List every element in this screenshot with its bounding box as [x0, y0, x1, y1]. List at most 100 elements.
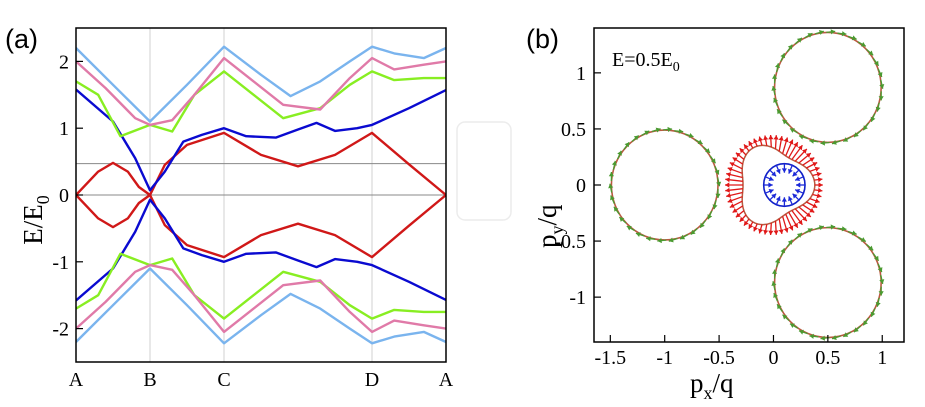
band-pink-upper	[76, 56, 446, 127]
middle-trefoil-arrow-15	[763, 135, 769, 146]
panel-b-xlabel-tail: /q	[713, 368, 735, 398]
middle-trefoil-arrow-10	[785, 139, 794, 157]
outer-lobe-bottom-arrow-13	[773, 292, 779, 302]
outer-lobe-left-arrow-17	[617, 150, 622, 160]
outer-lobe-top-arrow-6	[831, 139, 841, 145]
outer-lobe-top-arrow-24	[847, 35, 857, 41]
inner-loop-arrow-5	[775, 196, 781, 205]
outer-lobe-left-arrow-2	[707, 210, 713, 220]
panel-b-x-tick-label-5: 1	[877, 347, 887, 369]
outer-lobe-bottom-arrow-23	[837, 226, 847, 232]
outer-lobe-left-arrow-20	[641, 130, 650, 136]
outer-lobe-bottom-arrow-11	[782, 314, 790, 322]
outer-lobe-top-arrow-5	[842, 136, 852, 143]
outer-lobe-left-arrow-9	[635, 232, 645, 237]
inner-loop-arrow-12	[781, 163, 787, 173]
band-lightblue-lower	[76, 267, 446, 345]
panel-b-xlabel-main: p	[690, 368, 704, 398]
outer-lobe-top-arrow-21	[815, 30, 824, 35]
middle-trefoil-arrow-39	[763, 224, 769, 235]
outer-lobe-bottom-arrow-12	[776, 303, 783, 312]
band-green-upper	[76, 70, 446, 138]
outer-lobe-bottom-arrow-1	[875, 297, 881, 307]
panel-a-y-tick-label-4: 2	[59, 51, 69, 73]
middle-trefoil-arrow-45	[788, 211, 799, 229]
outer-lobe-top-arrow-12	[776, 108, 783, 117]
outer-lobe-bottom-arrow-21	[814, 225, 825, 231]
outer-lobe-bottom-arrow-14	[771, 281, 777, 291]
panel-b-label: (b)	[526, 24, 559, 54]
middle-trefoil-arrow-53	[814, 187, 823, 193]
middle-trefoil-arrow-2	[812, 171, 822, 177]
panel-b-x-tick-label-2: -0.5	[703, 347, 735, 369]
outer-lobe-top-arrow-1	[875, 102, 881, 112]
middle-trefoil-arrow-50	[806, 201, 818, 209]
middle-trefoil-arrow-23	[729, 162, 743, 170]
panel-b-ylabel-tail: /q	[532, 204, 562, 226]
outer-lobe-left-arrow-7	[657, 238, 667, 244]
middle-trefoil-arrow-7	[794, 148, 808, 162]
inner-loop-arrow-14	[792, 169, 800, 177]
panel-a-y-ticks: -2 -1 0 1 2	[52, 51, 83, 341]
panel-b-x-tick-label-0: -1.5	[594, 347, 626, 369]
outer-lobe-left-arrow-21	[651, 127, 661, 133]
panel-b-contours	[608, 29, 885, 341]
outer-lobe-top-arrow-4	[853, 130, 862, 138]
panel-b-y-ticks: -1 -0.5 0 0.5 1	[554, 63, 601, 309]
outer-lobe-bottom-arrow-29	[879, 274, 885, 285]
outer-lobe-left-contour	[610, 129, 719, 241]
outer-lobe-top-arrow-18	[786, 44, 793, 53]
middle-trefoil-arrow-49	[802, 204, 815, 213]
outer-lobe-bottom-arrow-27	[872, 253, 880, 262]
outer-lobe-left-arrow-22	[663, 126, 673, 132]
middle-trefoil-arrow-29	[726, 191, 743, 198]
middle-trefoil-arrow-12	[778, 135, 784, 152]
panel-a-x-tick-label-3: D	[365, 369, 379, 391]
outer-lobe-left-arrow-6	[668, 237, 678, 243]
band-red-upper	[76, 131, 446, 197]
band-green-lower	[76, 252, 446, 320]
outer-lobe-left-arrow-28	[714, 166, 720, 175]
middle-trefoil-arrow-19	[743, 144, 750, 152]
panel-b-y-tick-label-4: 1	[576, 63, 586, 85]
outer-lobe-bottom-arrow-2	[870, 308, 876, 318]
outer-lobe-left-arrow-4	[690, 228, 698, 235]
middle-trefoil-arrow-6	[798, 152, 812, 164]
outer-lobe-bottom-arrow-19	[794, 232, 803, 240]
panel-a-ylabel-sub: 0	[33, 195, 53, 204]
middle-trefoil-arrow-48	[798, 206, 812, 218]
outer-lobe-top-arrow-23	[837, 31, 847, 37]
outer-lobe-top-arrow-20	[804, 32, 813, 39]
band-pink-lower	[76, 263, 446, 334]
panel-b-x-tick-label-4: 0.5	[815, 347, 840, 369]
outer-lobe-top-arrow-11	[782, 119, 790, 127]
middle-trefoil-arrow-31	[729, 200, 743, 208]
middle-trefoil-arrow-30	[727, 196, 743, 203]
outer-lobe-top-arrow-27	[872, 58, 880, 67]
middle-trefoil-arrow-8	[791, 144, 803, 160]
outer-lobe-bottom-arrow-3	[862, 317, 870, 326]
inner-loop-arrow-2	[792, 193, 800, 201]
outer-lobe-top-arrow-0	[878, 91, 884, 101]
outer-lobe-top-arrow-8	[809, 138, 819, 144]
blank-placeholder-box	[456, 121, 512, 221]
panel-a-y-tick-label-1: -1	[52, 252, 69, 274]
panel-b-contour-plot: -1.5 -1 -0.5 0 0.5 1 -1-0.500.51 E=0.5E0 px/q…	[532, 27, 905, 403]
outer-lobe-bottom-arrow-24	[847, 230, 857, 236]
middle-trefoil-arrow-9	[788, 141, 799, 159]
panel-a-y-axis-title: E/E0	[18, 195, 53, 245]
middle-trefoil-arrow-37	[753, 223, 758, 232]
outer-lobe-left-arrow-23	[674, 128, 684, 134]
outer-lobe-bottom-arrow-28	[877, 263, 883, 273]
panel-a-series	[76, 45, 446, 345]
panel-b-ylabel-sub: y	[547, 226, 567, 235]
inner-loop-arrow-8	[763, 182, 773, 188]
middle-trefoil-arrow-35	[743, 218, 750, 226]
panel-a-x-tick-label-0: A	[69, 369, 84, 391]
middle-trefoil-arrow-0	[814, 182, 823, 188]
outer-lobe-top-arrow-7	[820, 140, 830, 146]
outer-lobe-bottom-arrow-10	[789, 323, 799, 329]
panel-b-y-tick-label-0: -1	[569, 287, 586, 309]
